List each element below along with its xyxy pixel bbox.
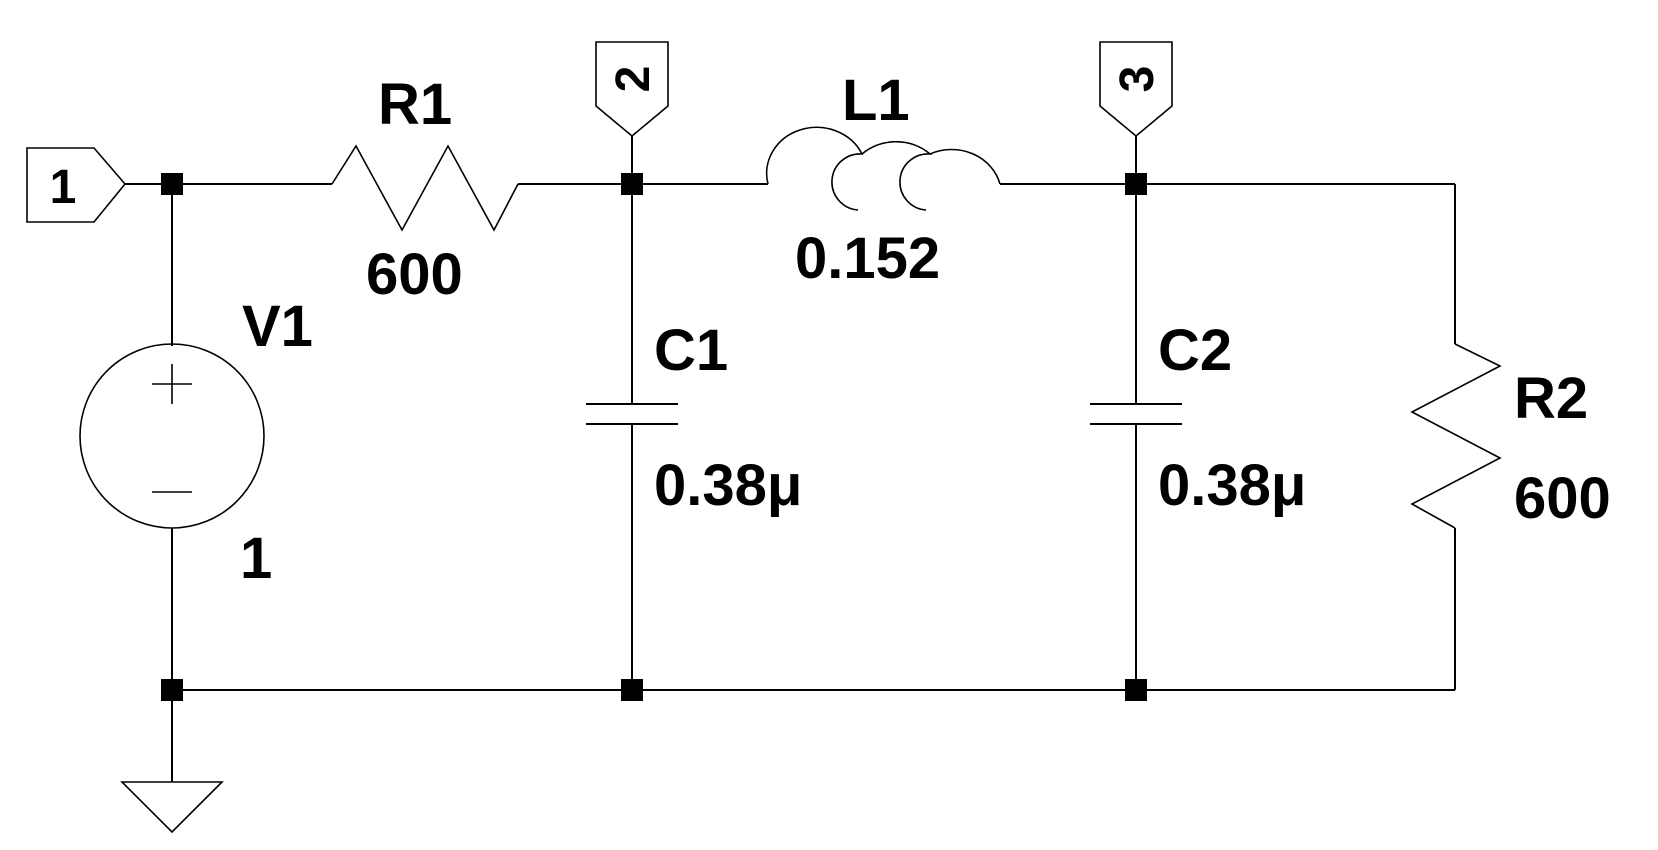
net-label-1[interactable]: 1 <box>26 147 127 223</box>
net-flag-3 <box>1099 41 1173 138</box>
r1-value-label: 600 <box>366 242 463 307</box>
net-label-2[interactable]: 2 <box>595 41 669 138</box>
capacitor-c2[interactable] <box>1090 403 1182 425</box>
l1-name-label: L1 <box>842 68 910 133</box>
net-flag-2 <box>595 41 669 138</box>
r1-name-label: R1 <box>378 72 452 137</box>
resistor-r2[interactable] <box>1410 343 1502 529</box>
c1-value-label: 0.38μ <box>654 453 802 518</box>
voltage-source-circle <box>79 343 265 529</box>
resistor-r2-zigzag <box>1410 343 1502 529</box>
junction-dot <box>161 679 183 701</box>
r2-name-label: R2 <box>1514 366 1588 431</box>
resistor-r1[interactable] <box>331 144 519 232</box>
junctions <box>161 173 1147 701</box>
junction-dot <box>1125 173 1147 195</box>
resistor-r1-zigzag <box>331 144 519 232</box>
voltage-source-v1[interactable] <box>79 343 265 529</box>
l1-value-label: 0.152 <box>795 226 940 291</box>
junction-dot <box>1125 679 1147 701</box>
net-label-2-text: 2 <box>607 66 660 93</box>
r2-value-label: 600 <box>1514 466 1611 531</box>
net-flag-1 <box>26 147 127 223</box>
junction-dot <box>161 173 183 195</box>
net-label-1-text: 1 <box>50 161 77 214</box>
c1-name-label: C1 <box>654 318 728 383</box>
v1-value-label: 1 <box>240 526 272 591</box>
c2-name-label: C2 <box>1158 318 1232 383</box>
net-label-3-text: 3 <box>1111 66 1164 93</box>
inductor-l1-coils <box>765 126 1001 211</box>
capacitor-c1[interactable] <box>586 403 678 425</box>
ground-triangle <box>120 781 224 834</box>
junction-dot <box>621 173 643 195</box>
net-label-3[interactable]: 3 <box>1099 41 1173 138</box>
junction-dot <box>621 679 643 701</box>
ground-symbol[interactable] <box>120 781 224 834</box>
c2-value-label: 0.38μ <box>1158 453 1306 518</box>
wires <box>125 136 1456 782</box>
inductor-l1[interactable] <box>765 126 1001 211</box>
v1-name-label: V1 <box>242 294 313 359</box>
